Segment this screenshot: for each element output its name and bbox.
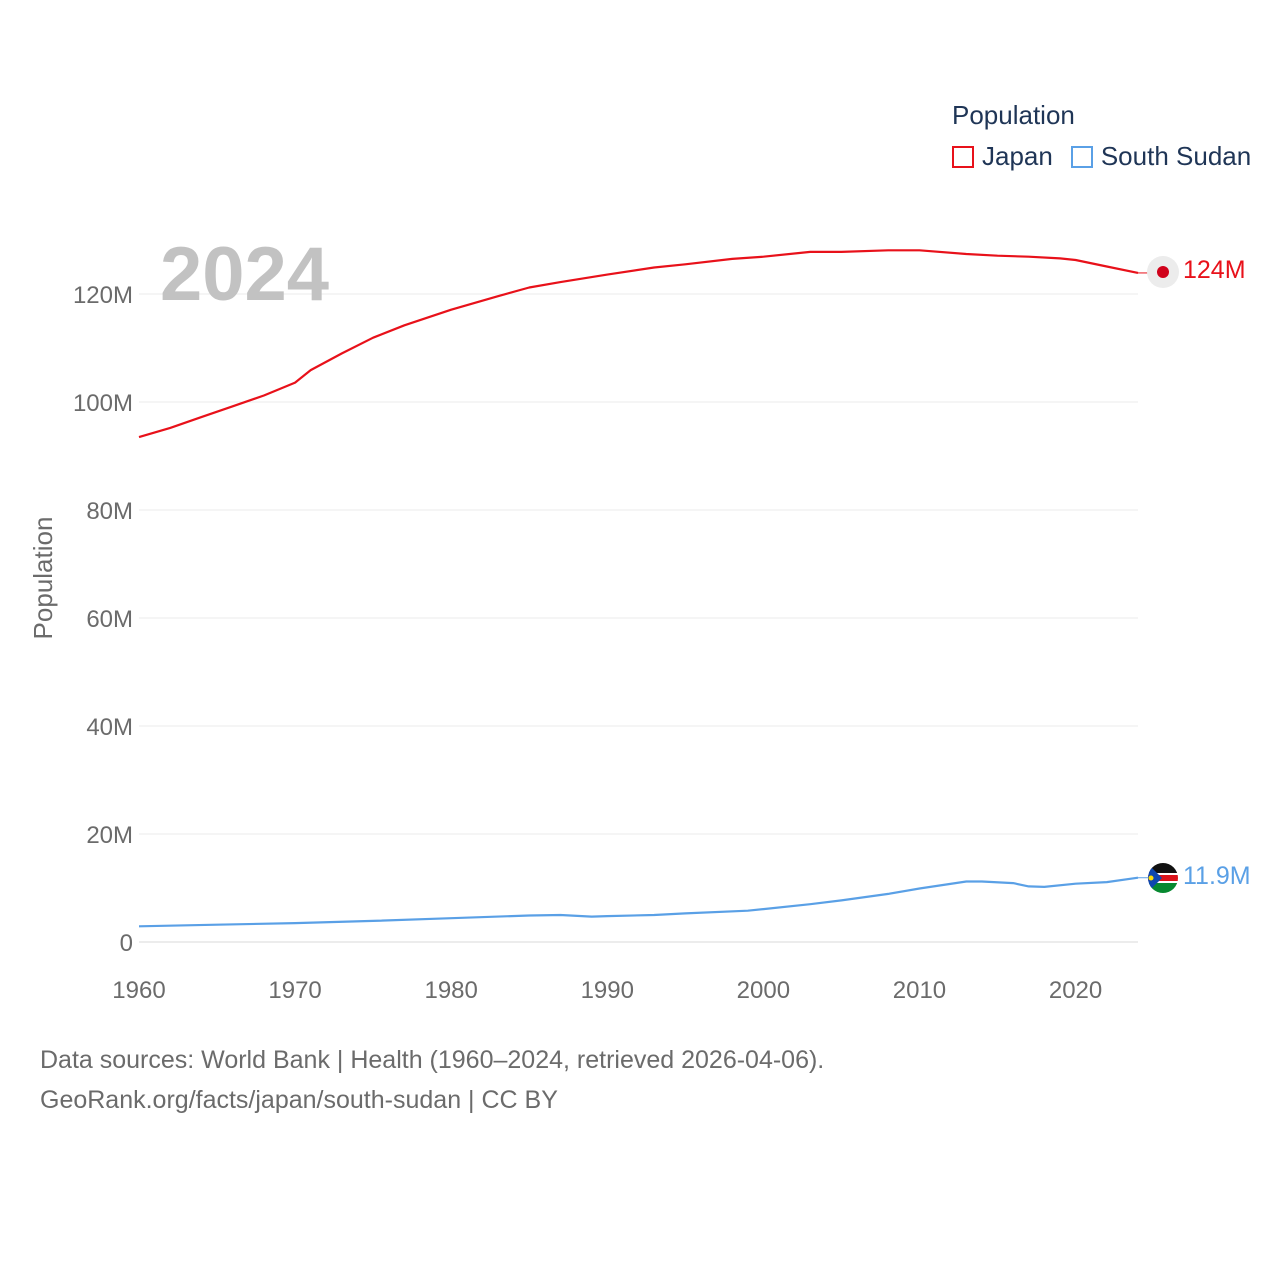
end-markers: 124M 11.9M xyxy=(1147,256,1251,893)
x-axis-ticks: 1960 1970 1980 1990 2000 2010 2020 xyxy=(112,977,1102,1004)
year-label: 2024 xyxy=(160,232,329,317)
legend-label-south-sudan: South Sudan xyxy=(1100,141,1252,171)
footer-sources: Data sources: World Bank | Health (1960–… xyxy=(40,1046,825,1074)
series-lines xyxy=(138,249,1148,928)
legend-item-south-sudan[interactable]: South Sudan xyxy=(1070,141,1252,172)
japan-flag-icon xyxy=(1157,266,1169,278)
y-tick-label: 120M xyxy=(73,282,133,309)
japan-end-value-label: 124M xyxy=(1183,256,1246,284)
y-tick-label: 80M xyxy=(86,498,133,525)
series-line-japan xyxy=(138,249,1139,439)
gridlines xyxy=(139,293,1138,943)
south-sudan-end-value-label: 11.9M xyxy=(1183,862,1251,890)
y-tick-label: 20M xyxy=(86,822,133,849)
y-axis-title: Population xyxy=(28,517,58,640)
footer-link[interactable]: GeoRank.org/facts/japan/south-sudan | CC… xyxy=(40,1086,558,1114)
x-tick-label: 2010 xyxy=(893,977,946,1004)
footer: Data sources: World Bank | Health (1960–… xyxy=(40,1040,824,1120)
legend: Population Japan South Sudan xyxy=(952,100,1269,172)
x-tick-label: 1980 xyxy=(424,977,477,1004)
legend-title: Population xyxy=(952,100,1075,130)
y-tick-label: 0 xyxy=(120,930,133,957)
x-tick-label: 1990 xyxy=(581,977,634,1004)
y-axis-ticks: 0 20M 40M 60M 80M 100M 120M xyxy=(73,282,133,957)
x-tick-label: 2000 xyxy=(737,977,790,1004)
x-tick-label: 1970 xyxy=(268,977,321,1004)
legend-item-japan[interactable]: Japan xyxy=(952,141,1053,172)
y-tick-label: 40M xyxy=(86,714,133,741)
south-sudan-swatch-icon xyxy=(1070,145,1093,168)
series-line-south-sudan xyxy=(138,876,1139,928)
y-tick-label: 100M xyxy=(73,390,133,417)
legend-label-japan: Japan xyxy=(982,141,1053,171)
japan-swatch-icon xyxy=(952,145,974,168)
x-tick-label: 1960 xyxy=(112,977,165,1004)
south-sudan-flag-icon xyxy=(1148,863,1178,893)
x-tick-label: 2020 xyxy=(1049,977,1102,1004)
y-tick-label: 60M xyxy=(86,606,133,633)
